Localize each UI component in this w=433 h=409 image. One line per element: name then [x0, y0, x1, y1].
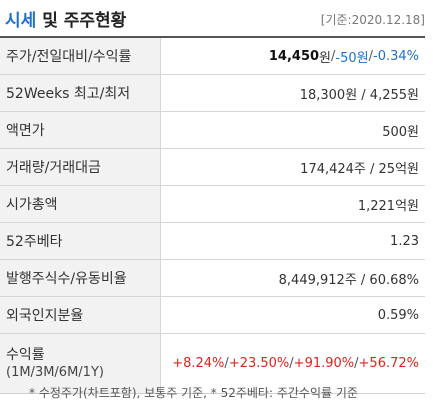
row-value: 500원 [382, 124, 419, 140]
row-label: 주가/전일대비/수익률 [0, 38, 161, 74]
separator: / [368, 48, 373, 64]
return-3m: +23.50% [228, 356, 290, 371]
return-1y: +56.72% [358, 356, 419, 371]
row-value: 18,300원 / 4,255원 [299, 87, 419, 103]
row-label: 52Weeks 최고/최저 [0, 75, 161, 111]
returns-period-label: (1M/3M/6M/1Y) [6, 364, 104, 380]
reference-date: [기준:2020.12.18] [320, 13, 425, 27]
row-value: +8.24% / +23.50% / +91.90% / +56.72% [161, 334, 425, 393]
table-row-foreign-ownership: 외국인지분율 0.59% [0, 297, 425, 334]
separator: / [331, 48, 336, 64]
row-label: 외국인지분율 [0, 297, 161, 333]
returns-label: 수익률 [6, 346, 45, 363]
separator: / [224, 356, 229, 371]
return-6m: +91.90% [293, 356, 355, 371]
row-label: 52주베타 [0, 223, 161, 259]
table-row-price: 주가/전일대비/수익률 14,450 원 / -50원 / -0.34% [0, 38, 425, 75]
table-row-market-cap: 시가총액 1,221억원 [0, 186, 425, 223]
row-label: 수익률 (1M/3M/6M/1Y) [0, 334, 161, 393]
price-change: -50원 [335, 50, 369, 66]
price-change-rate: -0.34% [373, 48, 419, 64]
row-value: 1.23 [390, 233, 419, 249]
table-row-returns: 수익률 (1M/3M/6M/1Y) +8.24% / +23.50% / +91… [0, 334, 425, 393]
title-accent: 시세 [5, 11, 37, 31]
separator: / [289, 356, 294, 371]
row-value: 0.59% [377, 307, 419, 323]
row-label: 액면가 [0, 112, 161, 148]
row-label: 발행주식수/유동비율 [0, 260, 161, 296]
stock-info-table: 주가/전일대비/수익률 14,450 원 / -50원 / -0.34% 52We… [0, 36, 425, 394]
separator: / [354, 356, 359, 371]
table-row-shares: 발행주식수/유동비율 8,449,912주 / 60.68% [0, 260, 425, 297]
table-row-volume: 거래량/거래대금 174,424주 / 25억원 [0, 149, 425, 186]
row-value: 8,449,912주 / 60.68% [278, 272, 419, 288]
section-header: 시세 및 주주현황 [기준:2020.12.18] [0, 0, 433, 36]
row-value: 14,450 원 / -50원 / -0.34% [161, 38, 425, 74]
table-row-52weeks: 52Weeks 최고/최저 18,300원 / 4,255원 [0, 75, 425, 112]
row-value: 1,221억원 [357, 198, 419, 214]
row-label: 거래량/거래대금 [0, 149, 161, 185]
row-value: 174,424주 / 25억원 [300, 161, 419, 177]
section-title: 시세 및 주주현황 [5, 6, 126, 31]
table-row-beta: 52주베타 1.23 [0, 223, 425, 260]
return-1m: +8.24% [172, 356, 225, 371]
table-row-face-value: 액면가 500원 [0, 112, 425, 149]
title-rest: 및 주주현황 [36, 11, 127, 31]
current-price: 14,450 [268, 48, 320, 64]
row-label: 시가총액 [0, 186, 161, 222]
price-unit: 원 [319, 50, 332, 66]
footnote: * 수정주가(차트포함), 보통주 기준, * 52주베타: 주간수익률 기준 [29, 386, 358, 400]
